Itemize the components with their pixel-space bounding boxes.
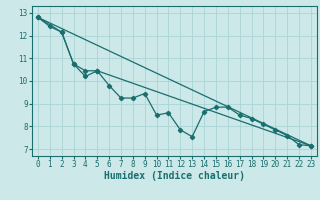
X-axis label: Humidex (Indice chaleur): Humidex (Indice chaleur) (104, 171, 245, 181)
